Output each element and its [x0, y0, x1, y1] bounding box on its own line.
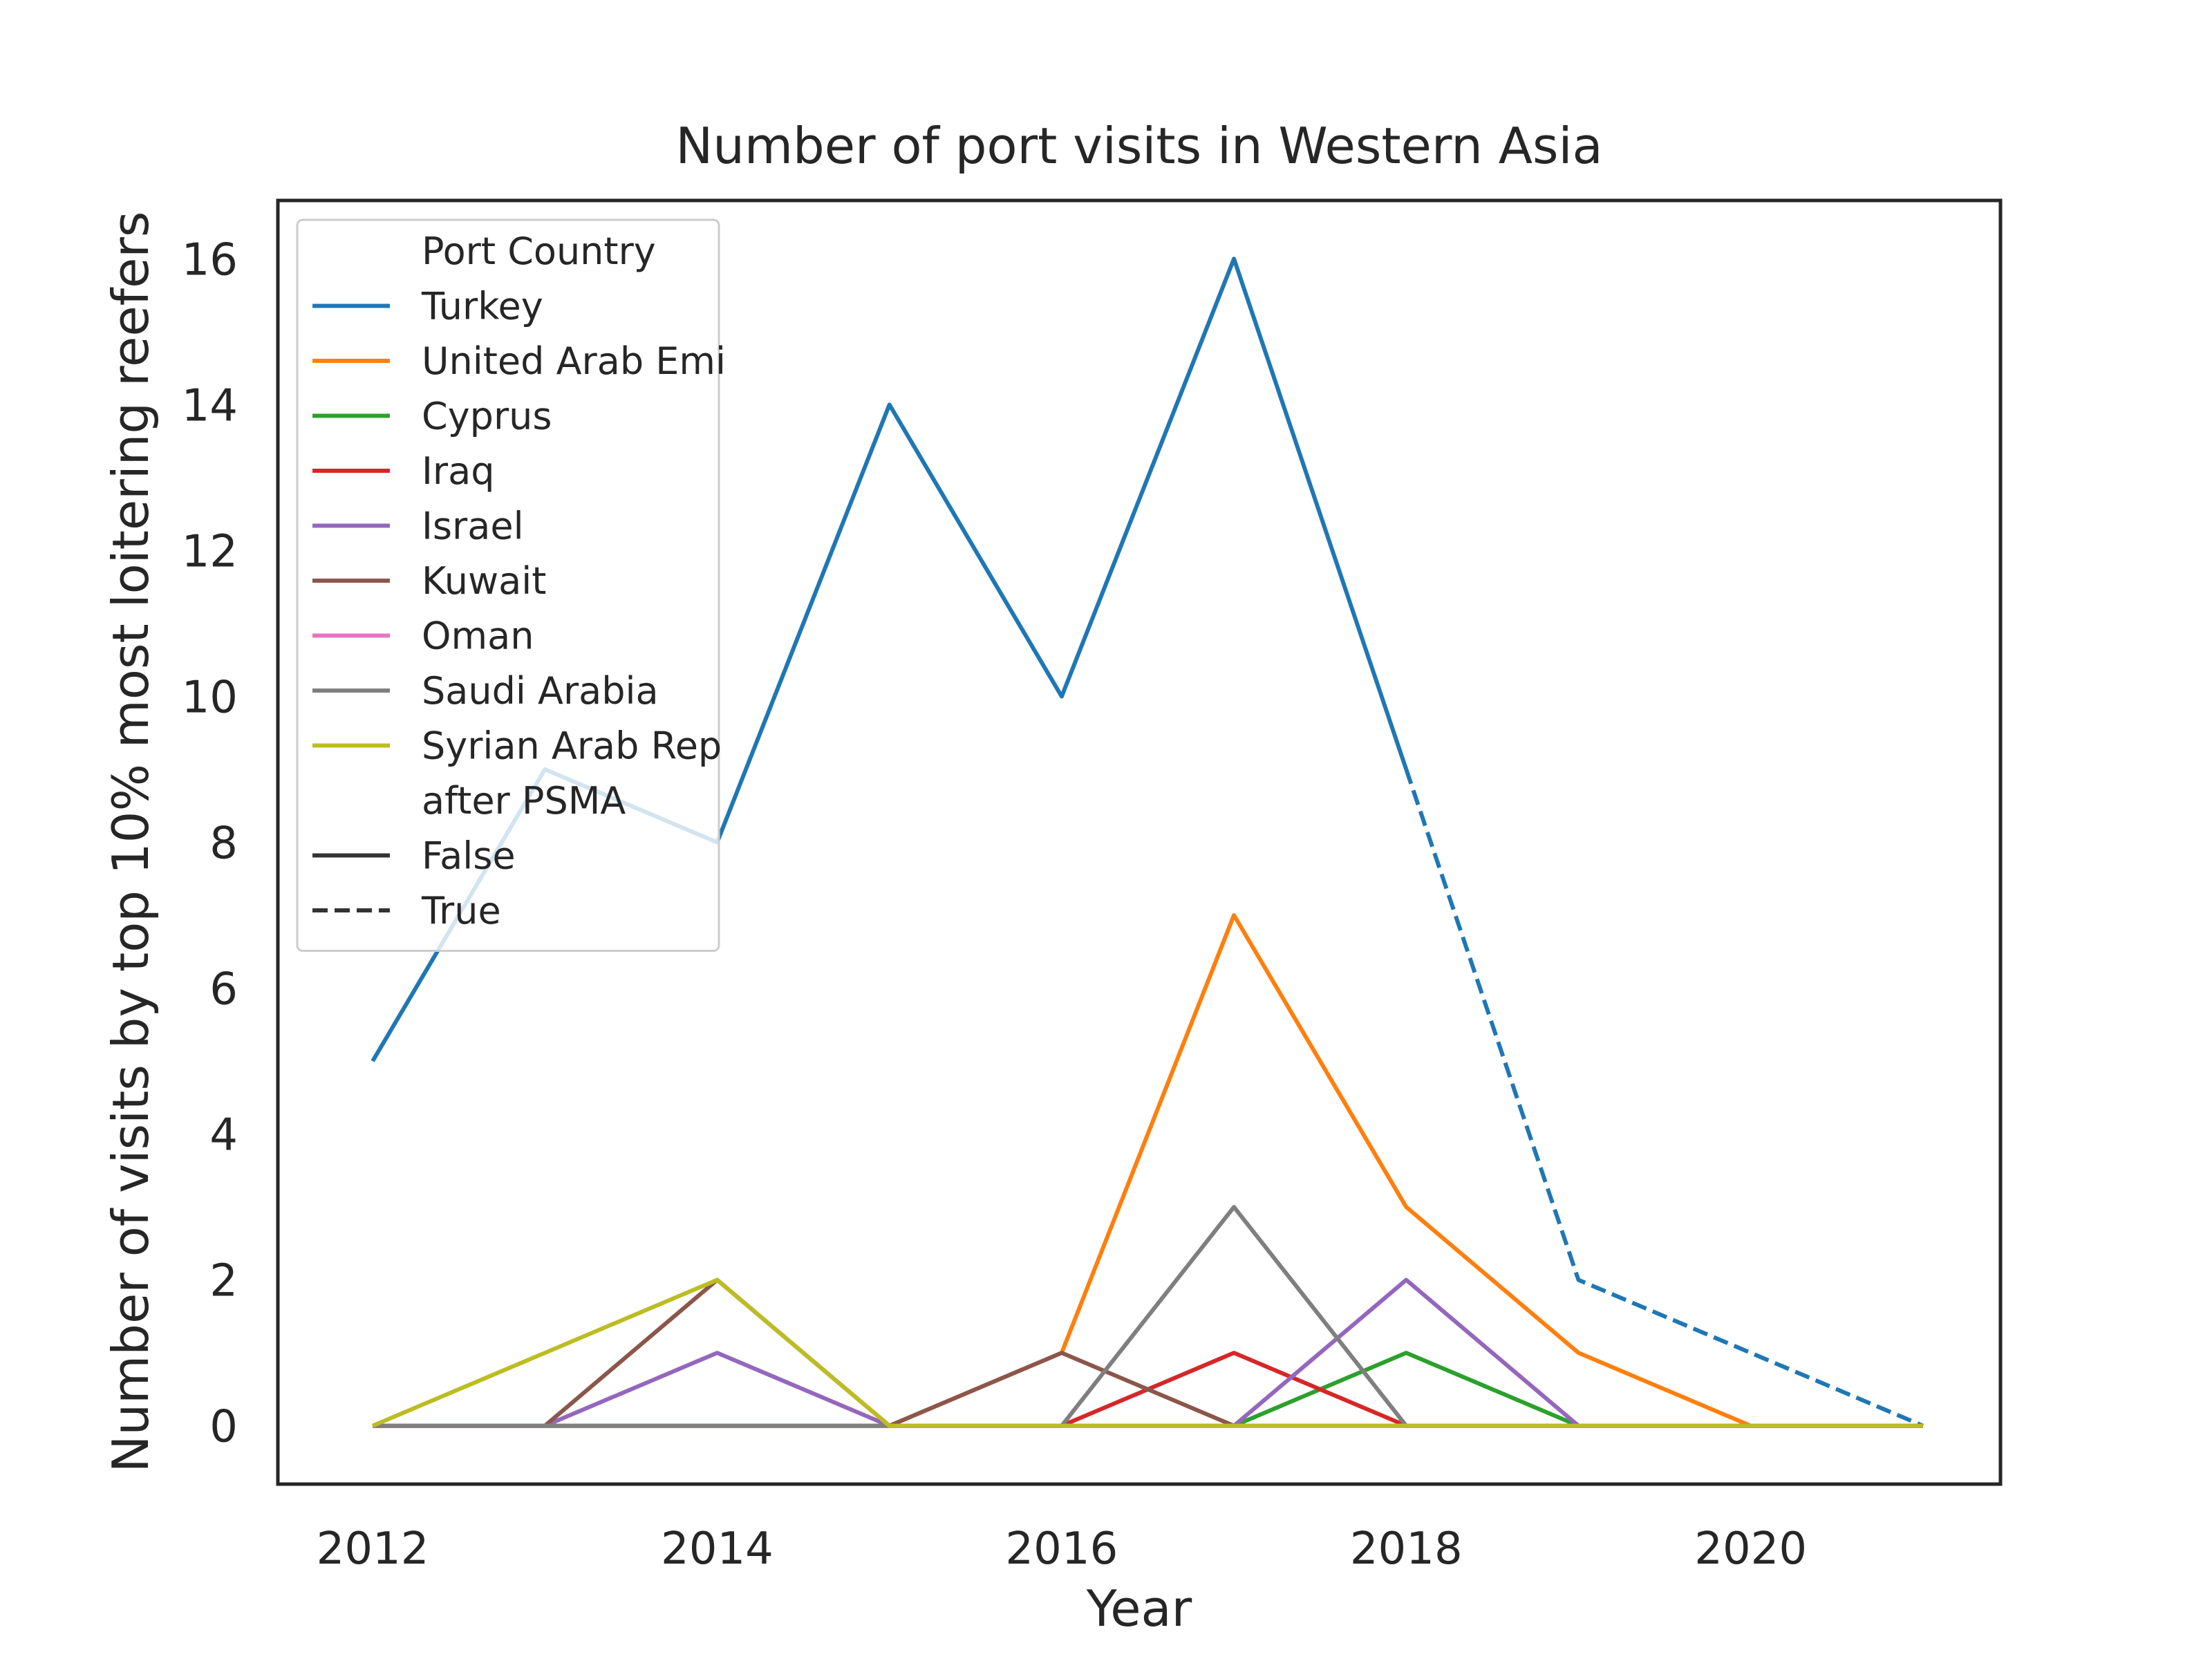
legend-label-cyprus: Cyprus [422, 395, 552, 438]
legend-label-turkey: Turkey [421, 285, 543, 328]
plot-frame [276, 198, 2003, 1486]
y-ticks: 0 2 4 6 8 10 12 14 16 [182, 234, 238, 1452]
legend-title: Port Country [422, 229, 656, 273]
x-tick-label: 2020 [1694, 1524, 1807, 1575]
legend-label-style-true: True [421, 889, 501, 932]
x-tick-label: 2016 [1005, 1524, 1118, 1575]
legend-label-israel: Israel [422, 505, 524, 548]
legend-label-saudi-arabia: Saudi Arabia [422, 669, 659, 713]
chart-title: Number of port visits in Western Asia [675, 117, 1602, 175]
y-tick-label: 12 [182, 526, 238, 577]
legend-label-oman: Oman [422, 615, 534, 658]
series-lines [371, 256, 1924, 1428]
y-tick-label: 4 [209, 1110, 238, 1161]
y-tick-label: 6 [209, 964, 238, 1015]
x-tick-label: 2018 [1350, 1524, 1463, 1575]
legend: Port Country Turkey United Arab Emi Cyprus I… [296, 218, 726, 952]
x-tick-label: 2012 [317, 1524, 429, 1575]
legend-label-kuwait: Kuwait [422, 559, 546, 603]
legend-title: after PSMA [422, 779, 626, 823]
series-line-turkey-after-psma [1404, 769, 1924, 1428]
y-tick-label: 0 [209, 1402, 238, 1453]
legend-label-style-false: False [422, 834, 516, 878]
x-ticks: 2012 2014 2016 2018 2020 [317, 1524, 1807, 1575]
y-axis-label: Number of visits by top 10% most loiteri… [102, 212, 160, 1473]
y-tick-label: 14 [182, 380, 238, 431]
legend-label-united-arab-emi: United Arab Emi [422, 339, 726, 383]
y-tick-label: 10 [182, 672, 238, 723]
legend-label-iraq: Iraq [422, 449, 495, 493]
legend-box [296, 218, 720, 952]
x-tick-label: 2014 [661, 1524, 774, 1575]
y-tick-label: 8 [209, 818, 238, 870]
y-tick-label: 16 [182, 234, 238, 285]
series-syrian-arab-rep [371, 1277, 1923, 1428]
y-tick-label: 2 [209, 1256, 238, 1307]
series-line-syrian-arab-rep [371, 1277, 1923, 1428]
legend-label-syrian-arab-rep: Syrian Arab Rep [422, 724, 722, 768]
x-axis-label: Year [1086, 1580, 1192, 1638]
